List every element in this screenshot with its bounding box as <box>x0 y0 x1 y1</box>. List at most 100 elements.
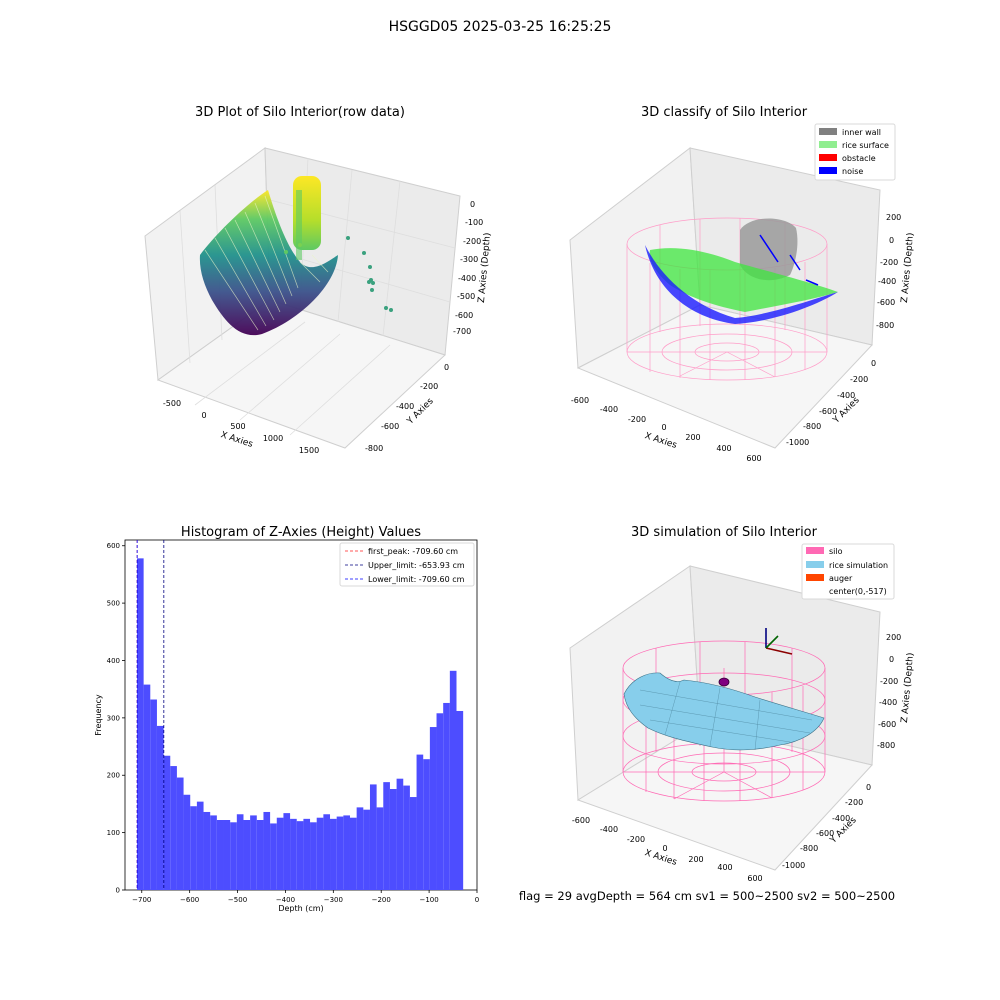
panel2-zlabel: Z Axies (Depth) <box>900 232 916 303</box>
y-tick: -200 <box>845 798 863 807</box>
histogram-bar <box>183 794 191 890</box>
panel-row-data: 3D Plot of Silo Interior(row data) <box>144 105 493 455</box>
histogram-bar <box>250 815 257 890</box>
histogram-bar <box>296 821 304 890</box>
panel2-title: 3D classify of Silo Interior <box>641 105 808 120</box>
x-tick: -200 <box>627 835 645 844</box>
panel2-y-ticks: 0 -200 -400 -600 -800 -1000 <box>786 359 876 447</box>
histogram-bar <box>243 820 251 890</box>
histogram-bar <box>196 801 204 890</box>
y-tick: -1000 <box>786 438 809 447</box>
x-tick: 500 <box>230 422 245 431</box>
panel4-title: 3D simulation of Silo Interior <box>631 525 818 540</box>
scatter-point <box>346 236 350 240</box>
x-tick: 1000 <box>263 434 283 443</box>
panel4-y-ticks: 0 -200 -400 -600 -800 -1000 <box>782 783 871 870</box>
coordinate-axes-icon <box>765 628 793 655</box>
x-tick: −500 <box>228 896 247 904</box>
histogram-bar <box>310 822 317 890</box>
panel2-xlabel: X Axies <box>643 431 678 451</box>
z-tick: -300 <box>460 255 478 264</box>
z-tick: -400 <box>458 274 476 283</box>
auger-marker <box>718 677 730 687</box>
legend-swatch-rice-surface <box>819 141 837 148</box>
z-tick: -700 <box>453 327 471 336</box>
panel4-axes-box <box>569 565 881 871</box>
histogram-bar <box>170 766 177 890</box>
y-tick: -1000 <box>782 861 805 870</box>
histogram-bar <box>416 754 424 890</box>
y-tick: -200 <box>420 382 438 391</box>
y-tick: 600 <box>107 542 120 550</box>
z-tick: -800 <box>877 741 895 750</box>
y-tick: -800 <box>365 444 383 453</box>
histogram-bar <box>203 811 211 890</box>
panel1-y-ticks: 0 -200 -400 -600 -800 <box>365 363 449 453</box>
z-tick: -600 <box>878 720 896 729</box>
y-tick: -600 <box>819 407 837 416</box>
y-tick: -400 <box>832 814 850 823</box>
histogram-bar <box>263 811 271 890</box>
x-tick: 200 <box>688 855 703 864</box>
histogram-bar <box>176 777 184 890</box>
scatter-point <box>368 265 372 269</box>
x-tick: 0 <box>661 423 666 432</box>
histogram-bar <box>383 782 390 890</box>
x-tick: −400 <box>276 896 295 904</box>
histogram-xlabel: Depth (cm) <box>278 904 323 913</box>
z-tick: -400 <box>879 698 897 707</box>
panel1-x-ticks: -500 0 500 1000 1500 <box>163 399 319 455</box>
y-tick: -600 <box>381 422 399 431</box>
histogram-bar <box>343 815 350 890</box>
z-tick: 200 <box>886 633 901 642</box>
legend-label: center(0,-517) <box>829 587 887 596</box>
panel1-xlabel: X Axies <box>219 430 254 450</box>
z-tick: -200 <box>880 677 898 686</box>
histogram-bar <box>356 807 364 890</box>
legend-label: rice surface <box>842 141 889 150</box>
x-tick: -600 <box>571 396 589 405</box>
histogram-x-ticks: −700 −600 −500 −400 −300 −200 −100 0 <box>132 890 479 904</box>
histogram-bar <box>443 702 450 890</box>
panel4-xlabel: X Axies <box>643 848 678 868</box>
histogram-bar <box>409 797 417 890</box>
y-tick: 0 <box>116 887 120 895</box>
histogram-y-ticks: 0 100 200 300 400 500 600 <box>107 542 125 895</box>
noise-points <box>645 245 838 324</box>
histogram-bar <box>190 806 197 890</box>
legend-swatch-auger <box>806 574 824 581</box>
x-tick: 400 <box>717 863 732 872</box>
panel4-zlabel: Z Axies (Depth) <box>900 652 916 723</box>
y-tick: 0 <box>866 783 871 792</box>
panel1-scatter-surface <box>199 176 338 336</box>
y-tick: 100 <box>107 829 120 837</box>
histogram-bar <box>270 823 277 890</box>
histogram-bar <box>256 820 264 890</box>
y-tick: -400 <box>396 402 414 411</box>
histogram-bar <box>236 814 244 890</box>
panel4-z-ticks: 200 0 -200 -400 -600 -800 <box>877 633 901 750</box>
panel1-ylabel: Y Axies <box>405 396 436 427</box>
scatter-point <box>284 250 288 254</box>
histogram-bar <box>290 818 297 890</box>
panel2-x-ticks: -600 -400 -200 0 200 400 600 <box>571 396 762 463</box>
z-tick: 0 <box>470 200 475 209</box>
panel-classify: 3D classify of Silo Interior <box>569 105 916 463</box>
histogram-bar <box>303 818 311 890</box>
y-tick: 500 <box>107 600 120 608</box>
legend-label: auger <box>829 574 853 583</box>
histogram-ylabel: Frequency <box>94 694 103 736</box>
legend-swatch-obstacle <box>819 154 837 161</box>
z-tick: -100 <box>465 218 483 227</box>
histogram-bar <box>283 813 291 890</box>
histogram-bar <box>456 710 464 890</box>
scatter-point <box>362 251 366 255</box>
legend-swatch-silo <box>806 547 824 554</box>
histogram-bar <box>316 817 324 890</box>
histogram-bar <box>449 670 457 890</box>
panel-histogram: Histogram of Z-Axies (Height) Values −70… <box>94 525 479 913</box>
histogram-bars <box>136 558 464 890</box>
z-tick: -800 <box>876 321 894 330</box>
panel2-classified-points <box>645 218 838 324</box>
z-tick: -600 <box>455 311 473 320</box>
